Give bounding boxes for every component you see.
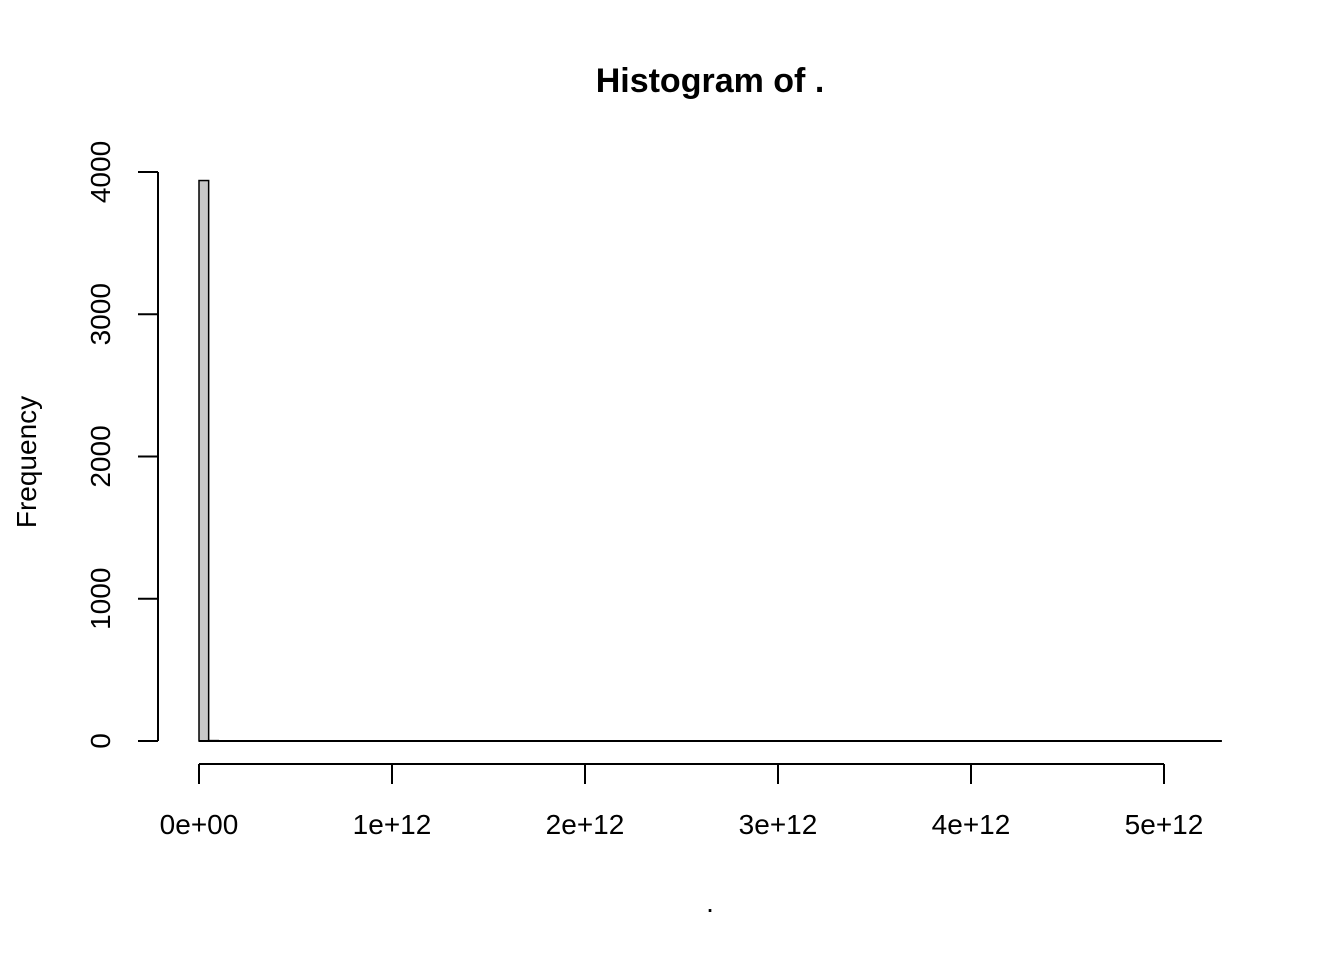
chart-title: Histogram of . bbox=[596, 62, 825, 100]
y-tick-label: 3000 bbox=[85, 283, 116, 345]
x-tick-label: 0e+00 bbox=[160, 809, 239, 840]
x-tick-label: 4e+12 bbox=[932, 809, 1011, 840]
y-tick-label: 4000 bbox=[85, 141, 116, 203]
bars-group bbox=[198, 179, 220, 742]
x-axis: 0e+00 1e+12 2e+12 3e+12 4e+12 5e+12 bbox=[160, 763, 1204, 840]
x-tick-label: 2e+12 bbox=[546, 809, 625, 840]
x-tick-label: 5e+12 bbox=[1125, 809, 1204, 840]
y-axis: 0 1000 2000 3000 4000 bbox=[85, 141, 159, 749]
y-tick-label: 0 bbox=[85, 733, 116, 749]
x-axis-label: . bbox=[706, 887, 714, 918]
x-tick-label: 1e+12 bbox=[353, 809, 432, 840]
y-axis-label: Frequency bbox=[11, 396, 42, 528]
x-tick-label: 3e+12 bbox=[739, 809, 818, 840]
y-tick-label: 1000 bbox=[85, 568, 116, 630]
y-tick-label: 2000 bbox=[85, 425, 116, 487]
histogram-bar bbox=[198, 179, 210, 742]
